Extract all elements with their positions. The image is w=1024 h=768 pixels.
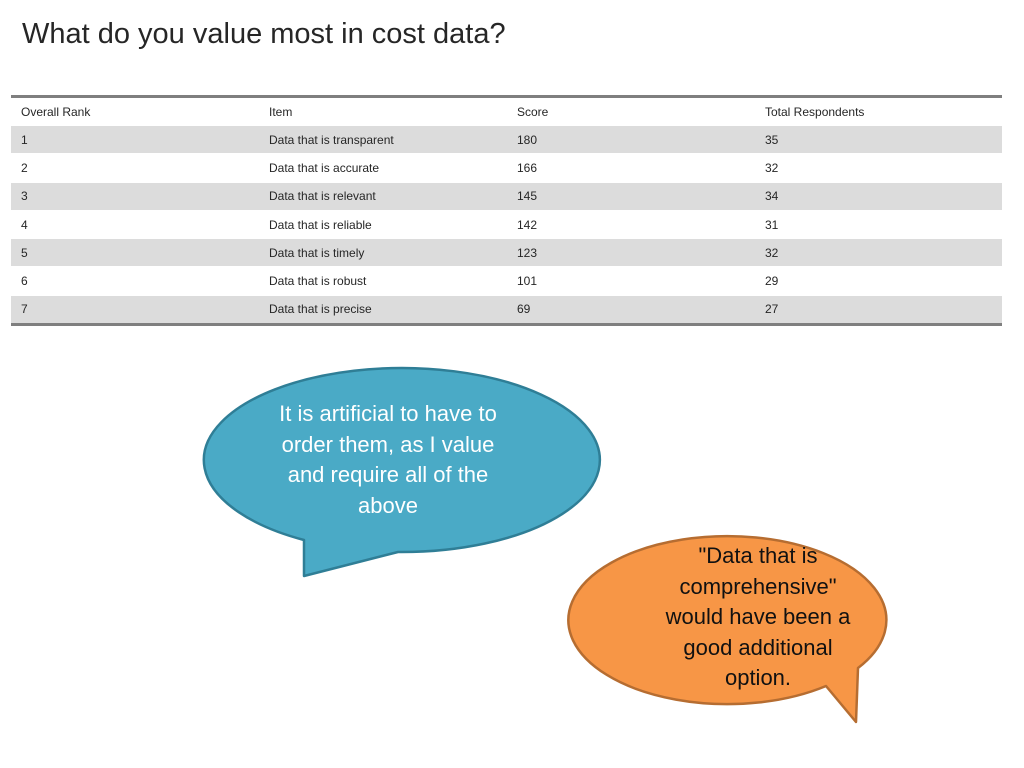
cell-score: 180 bbox=[517, 132, 538, 147]
table-row: 2 Data that is accurate 166 32 bbox=[11, 153, 1002, 181]
header-score: Score bbox=[517, 104, 549, 119]
header-item: Item bbox=[269, 104, 293, 119]
cell-rank: 3 bbox=[21, 189, 28, 204]
cell-item: Data that is reliable bbox=[269, 217, 372, 232]
orange-speech-bubble: "Data that is comprehensive" would have … bbox=[567, 518, 918, 724]
table-row: 5 Data that is timely 123 32 bbox=[11, 238, 1002, 267]
cell-score: 166 bbox=[517, 160, 538, 175]
blue-bubble-shape bbox=[202, 366, 602, 578]
table-header-row: Overall Rank Item Score Total Respondent… bbox=[11, 98, 1002, 125]
cell-score: 101 bbox=[517, 274, 538, 289]
cell-rank: 2 bbox=[21, 160, 28, 175]
cell-respondents: 27 bbox=[765, 302, 779, 317]
cell-respondents: 31 bbox=[765, 217, 779, 232]
table-row: 4 Data that is reliable 142 31 bbox=[11, 209, 1002, 238]
blue-speech-bubble: It is artificial to have to order them, … bbox=[188, 366, 602, 578]
orange-bubble-text: "Data that is comprehensive" would have … bbox=[665, 543, 851, 690]
cell-score: 123 bbox=[517, 245, 538, 260]
results-table: Overall Rank Item Score Total Respondent… bbox=[11, 95, 1002, 327]
cell-respondents: 32 bbox=[765, 245, 779, 260]
blue-bubble-text: It is artificial to have to order them, … bbox=[279, 401, 497, 518]
table-row: 3 Data that is relevant 145 34 bbox=[11, 181, 1002, 210]
cell-rank: 7 bbox=[21, 302, 28, 317]
cell-item: Data that is accurate bbox=[269, 160, 380, 175]
cell-respondents: 34 bbox=[765, 189, 779, 204]
cell-respondents: 29 bbox=[765, 274, 779, 289]
cell-score: 145 bbox=[517, 189, 538, 204]
cell-item: Data that is relevant bbox=[269, 189, 376, 204]
cell-rank: 4 bbox=[21, 217, 28, 232]
cell-score: 69 bbox=[517, 302, 531, 317]
cell-respondents: 35 bbox=[765, 132, 779, 147]
table-row: 7 Data that is precise 69 27 bbox=[11, 294, 1002, 324]
slide-title: What do you value most in cost data? bbox=[22, 18, 506, 50]
cell-score: 142 bbox=[517, 217, 538, 232]
cell-respondents: 32 bbox=[765, 160, 779, 175]
cell-item: Data that is precise bbox=[269, 302, 372, 317]
cell-rank: 5 bbox=[21, 245, 28, 260]
table-row: 6 Data that is robust 101 29 bbox=[11, 266, 1002, 294]
cell-rank: 6 bbox=[21, 274, 28, 289]
cell-item: Data that is timely bbox=[269, 245, 365, 260]
table-row: 1 Data that is transparent 180 35 bbox=[11, 125, 1002, 154]
cell-item: Data that is robust bbox=[269, 274, 367, 289]
cell-item: Data that is transparent bbox=[269, 132, 394, 147]
header-total-respondents: Total Respondents bbox=[765, 104, 865, 119]
cell-rank: 1 bbox=[21, 132, 28, 147]
orange-bubble-shape bbox=[567, 534, 888, 724]
header-overall-rank: Overall Rank bbox=[21, 104, 91, 119]
